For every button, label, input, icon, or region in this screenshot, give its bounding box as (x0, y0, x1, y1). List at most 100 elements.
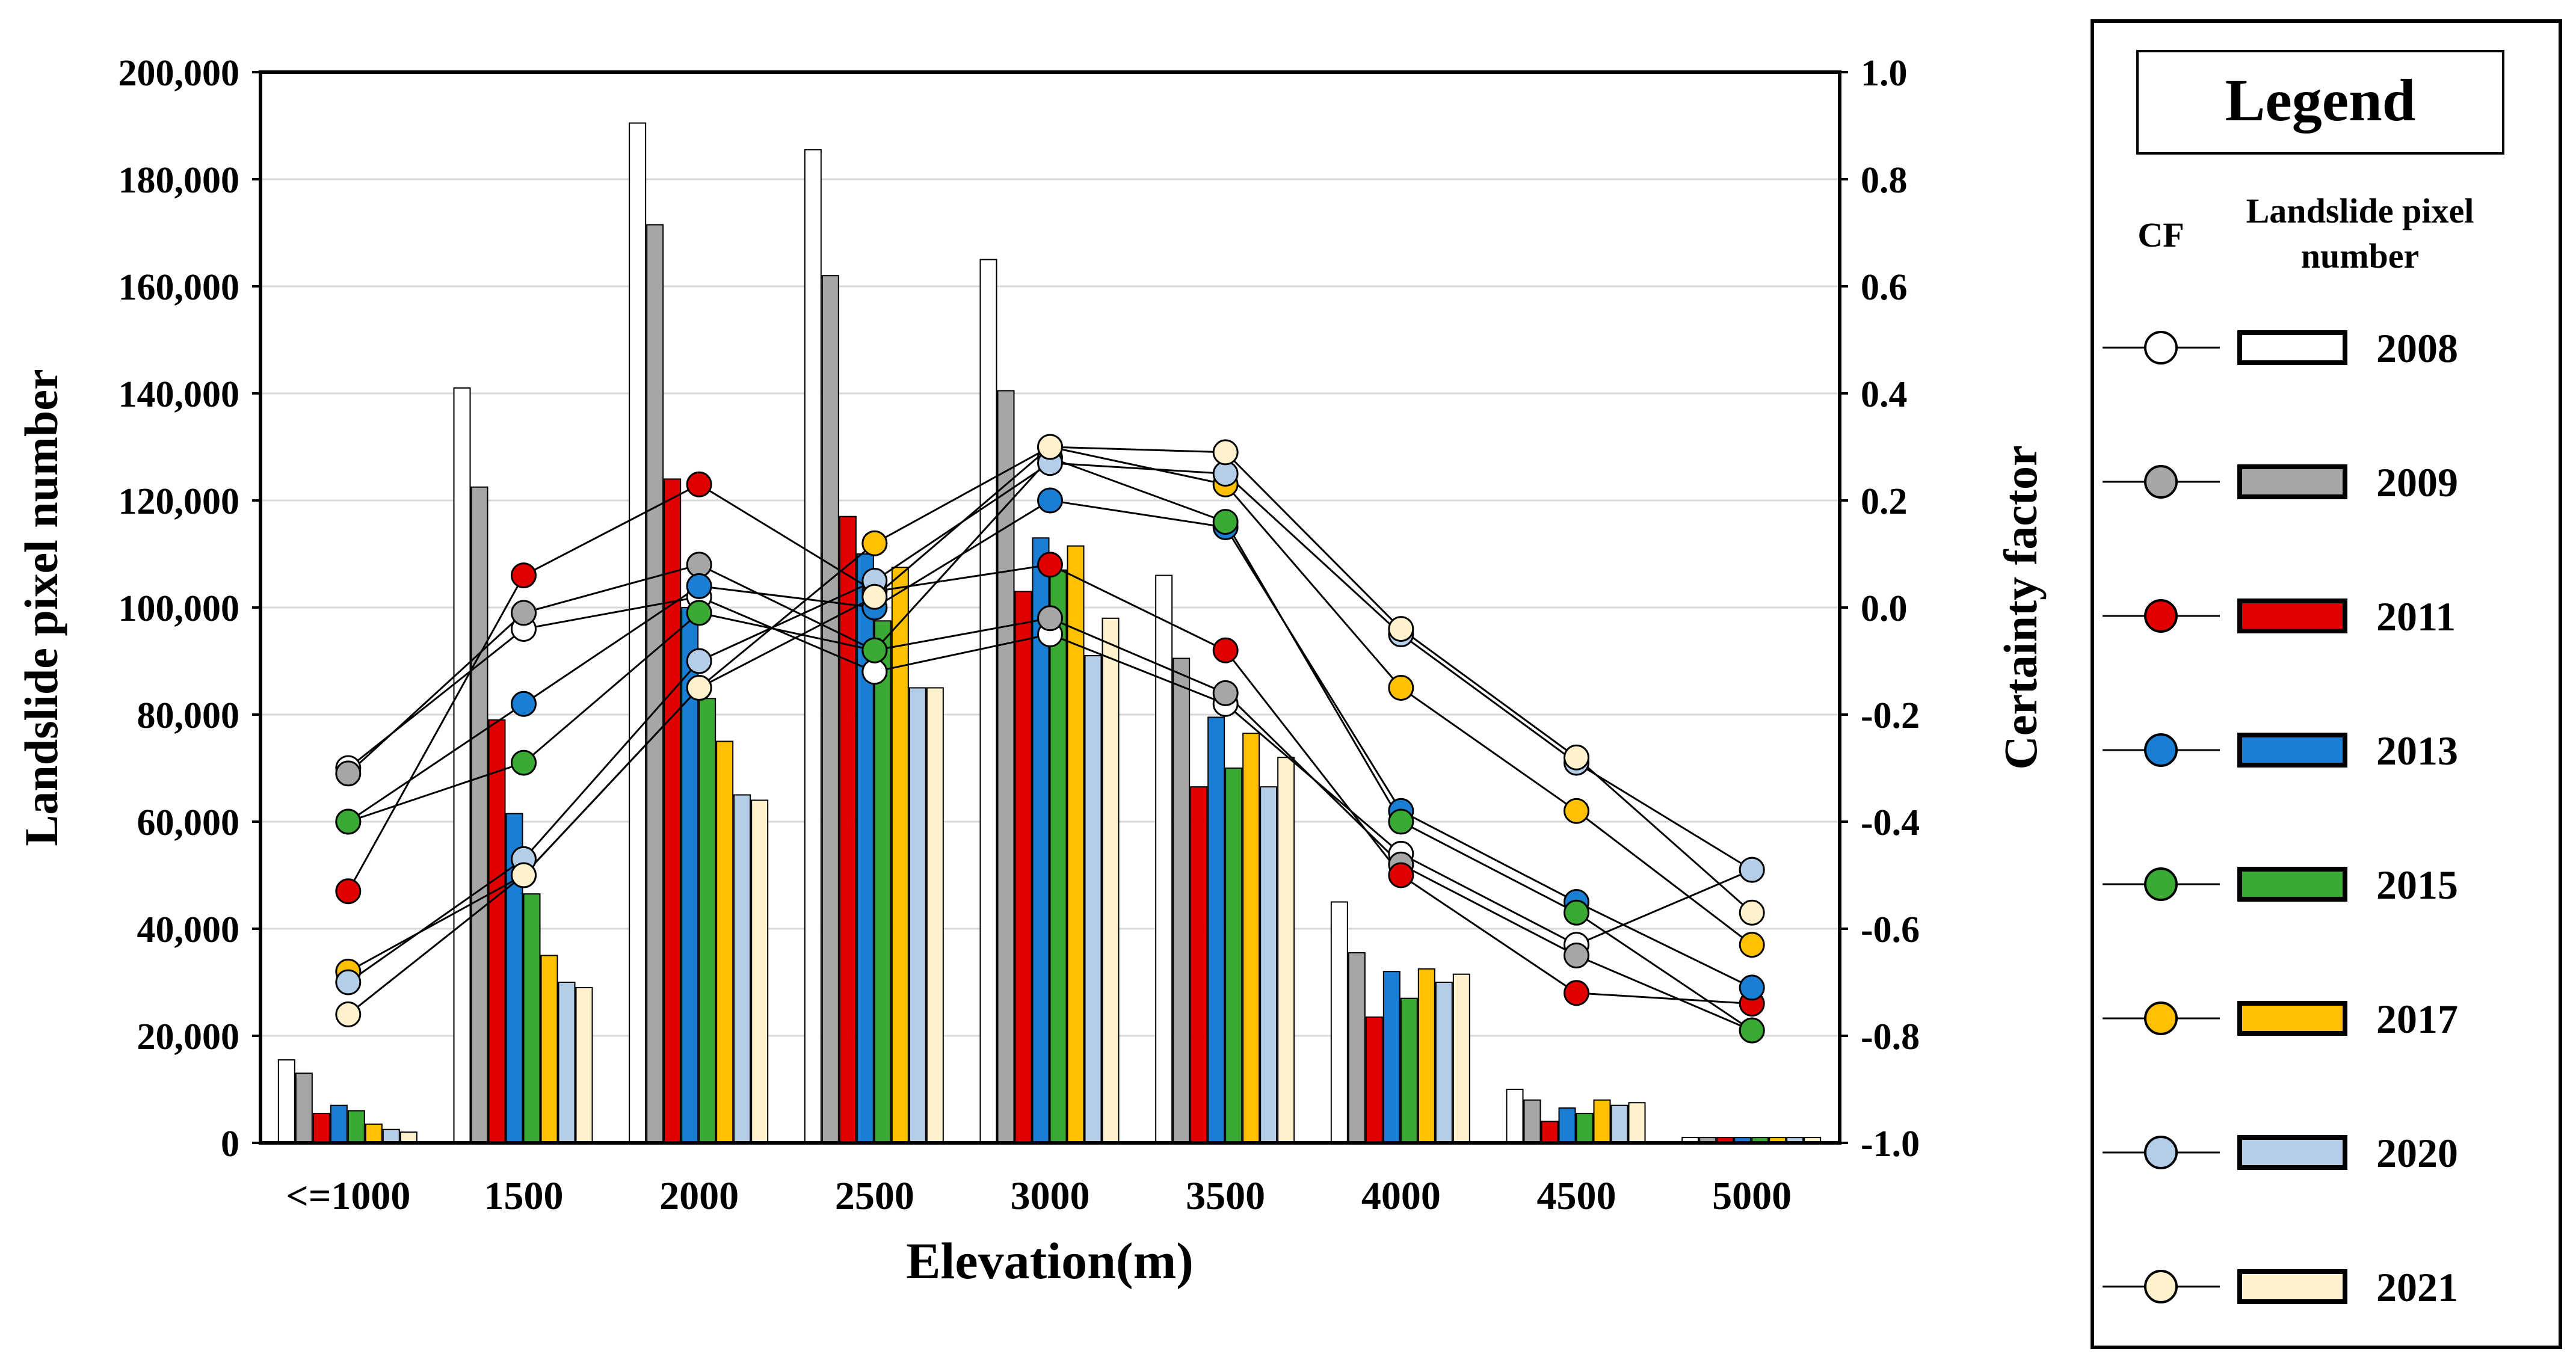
bar-2020-7 (1610, 1104, 1628, 1143)
bar-2009-3 (821, 275, 839, 1144)
cf-point-2009-1 (511, 600, 537, 626)
cf-point-2021-8 (1739, 899, 1765, 926)
bar-2008-4 (979, 259, 997, 1143)
bar-2015-1 (523, 893, 541, 1144)
bar-2013-6 (1382, 971, 1400, 1143)
bar-2020-1 (558, 982, 576, 1143)
bar-2015-5 (1225, 768, 1243, 1143)
legend-marker-2013 (2144, 733, 2178, 767)
x-tick-label: 4000 (1361, 1174, 1441, 1218)
bar-2009-2 (646, 224, 664, 1143)
bar-2011-1 (488, 719, 506, 1143)
right-axis: -1.0 -0.8 -0.6 -0.4 -0.2 0.0 0.2 0.4 0.6 0.8 1.0 (1840, 53, 1920, 1165)
right-tick-label: -1.0 (1861, 1124, 1920, 1165)
cf-point-2011-4 (1037, 552, 1063, 578)
bar-2008-5 (1155, 574, 1173, 1143)
right-tick-label: 0.4 (1861, 374, 1908, 415)
bar-2021-2 (751, 799, 769, 1143)
x-tick-label: <=1000 (286, 1174, 410, 1218)
right-tick-label: 1.0 (1861, 53, 1908, 94)
legend-swatch-2013 (2237, 733, 2347, 768)
x-tick-label: 2500 (835, 1174, 914, 1218)
bar-2021-3 (926, 687, 944, 1143)
bar-2017-4 (1067, 545, 1085, 1143)
x-tick-label: 5000 (1712, 1174, 1792, 1218)
cf-point-2021-0 (335, 1001, 362, 1027)
cf-point-2021-2 (686, 675, 712, 701)
cf-point-2013-8 (1739, 974, 1765, 1001)
cf-point-2017-6 (1388, 675, 1414, 701)
legend-label-2008: 2008 (2376, 325, 2458, 371)
legend-label-2015: 2015 (2376, 862, 2458, 908)
legend-marker-2011 (2144, 599, 2178, 633)
right-tick-label: -0.6 (1861, 909, 1920, 950)
cf-point-2009-7 (1564, 943, 1589, 968)
bar-2008-2 (629, 122, 647, 1143)
bar-2017-6 (1417, 968, 1435, 1143)
bar-2009-7 (1523, 1099, 1541, 1144)
x-tick-label: 2000 (659, 1174, 739, 1218)
x-axis-title: Elevation(m) (906, 1232, 1194, 1290)
legend-marker-2021 (2144, 1270, 2178, 1303)
legend-swatch-2017 (2237, 1001, 2347, 1036)
legend-marker-2015 (2144, 867, 2178, 901)
left-tick-label: 100,000 (119, 588, 240, 629)
legend-label-2011: 2011 (2376, 594, 2456, 639)
y-axis-left-title: Landslide pixel number (15, 369, 67, 846)
bar-2008-0 (277, 1059, 295, 1144)
cf-point-2011-2 (686, 471, 712, 497)
bar-2008-7 (1506, 1089, 1524, 1143)
legend-items: 2008 2009 2011 2013 2015 2017 2020 2021 (2103, 325, 2458, 1310)
cf-point-2017-3 (861, 530, 888, 556)
bar-2013-0 (330, 1104, 348, 1143)
x-tick-label: 3000 (1011, 1174, 1090, 1218)
cf-points (335, 434, 1765, 1044)
cf-point-2011-0 (335, 878, 362, 905)
x-tick-label: 4500 (1537, 1174, 1616, 1218)
bar-2009-6 (1348, 952, 1366, 1144)
legend-label-2020: 2020 (2376, 1130, 2458, 1176)
right-tick-label: -0.2 (1861, 695, 1920, 736)
cf-point-2021-1 (511, 862, 537, 888)
bar-2013-5 (1207, 716, 1225, 1143)
cf-point-2021-7 (1564, 744, 1589, 771)
bar-2017-2 (716, 740, 734, 1143)
bar-2009-1 (470, 486, 488, 1143)
bar-2021-4 (1102, 617, 1120, 1144)
bar-2021-5 (1277, 757, 1295, 1143)
left-axis: 0 20,000 40,000 60,000 80,000 100,000 120,000 1… (119, 53, 260, 1165)
bar-2020-6 (1435, 982, 1453, 1143)
cf-point-2015-6 (1388, 808, 1414, 835)
bar-2013-7 (1558, 1107, 1576, 1144)
bar-2020-5 (1260, 786, 1278, 1143)
bar-2011-4 (1014, 591, 1032, 1143)
cf-point-2015-2 (686, 600, 712, 626)
legend-swatch-2021 (2237, 1269, 2347, 1304)
bar-2011-5 (1190, 786, 1208, 1143)
bar-2011-2 (664, 478, 682, 1143)
cf-point-2011-5 (1212, 637, 1239, 663)
cf-point-2013-4 (1037, 487, 1063, 514)
legend-title: Legend (2225, 67, 2416, 134)
bar-2015-6 (1400, 997, 1418, 1143)
legend: Legend CF Landslide pixel number 2008200… (2091, 19, 2562, 1349)
cf-point-2021-4 (1037, 434, 1063, 460)
cf-point-2013-2 (686, 573, 712, 599)
cf-point-2021-5 (1212, 439, 1239, 466)
cf-point-2020-8 (1739, 857, 1765, 883)
cf-point-2017-8 (1739, 932, 1765, 958)
bar-2021-7 (1628, 1102, 1646, 1143)
bar-2021-1 (575, 986, 593, 1144)
left-tick-label: 0 (221, 1124, 239, 1165)
bar-2009-0 (295, 1072, 313, 1144)
left-tick-label: 80,000 (137, 695, 240, 736)
cf-point-2020-0 (335, 969, 362, 995)
legend-marker-2017 (2144, 1002, 2178, 1035)
bar-2011-6 (1365, 1016, 1383, 1143)
legend-label-2013: 2013 (2376, 728, 2458, 774)
bar-series (277, 122, 1822, 1144)
legend-marker-2008 (2144, 331, 2178, 365)
cf-point-2015-3 (861, 637, 888, 663)
legend-swatch-2011 (2237, 598, 2347, 633)
